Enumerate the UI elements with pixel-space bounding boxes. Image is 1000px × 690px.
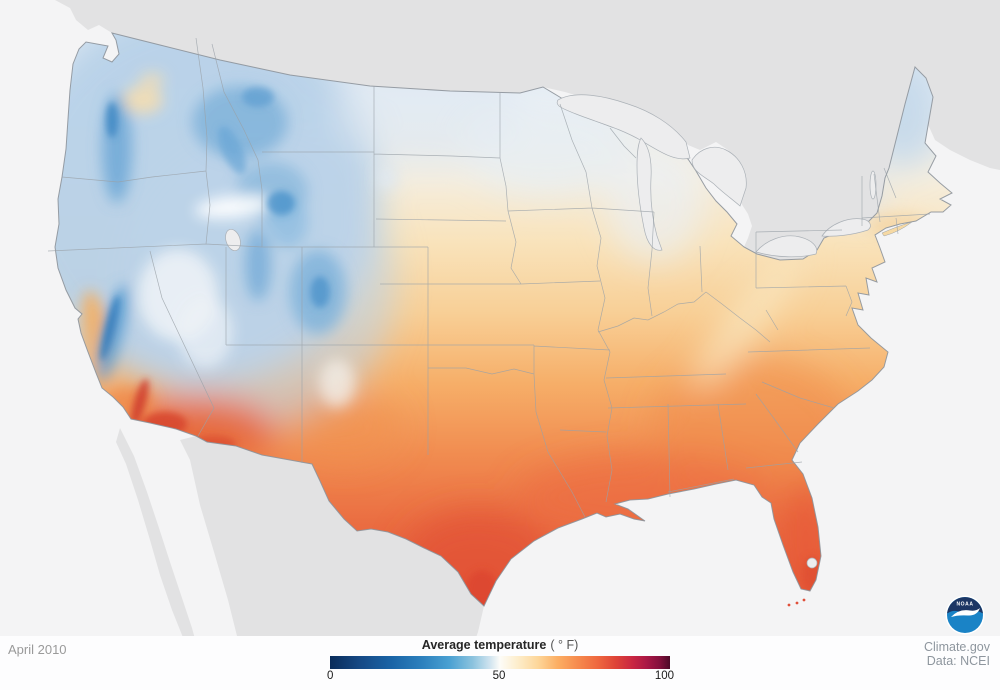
us-temperature-map <box>0 0 1000 637</box>
lake-ontario <box>821 218 871 237</box>
lake-huron <box>691 146 747 207</box>
attribution-source: Climate.gov <box>924 640 990 654</box>
date-label: April 2010 <box>8 642 67 657</box>
state-borders <box>47 37 931 518</box>
legend-tick-min: 0 <box>327 670 334 682</box>
noaa-logo: NOAA <box>945 595 985 635</box>
temperature-legend: Average temperature( ° F) 0 50 100 <box>327 638 674 684</box>
legend-ticks: 0 50 100 <box>327 670 674 684</box>
legend-unit: ( ° F) <box>550 638 579 652</box>
great-lakes <box>225 94 877 569</box>
noaa-logo-bird <box>951 608 980 617</box>
noaa-logo-text: NOAA <box>956 602 973 608</box>
legend-colorbar <box>330 656 670 669</box>
legend-tick-max: 100 <box>654 670 674 682</box>
legend-title: Average temperature( ° F) <box>330 638 670 652</box>
baja-peninsula <box>116 428 195 637</box>
lake-okeechobee <box>806 557 818 569</box>
lake-superior <box>556 94 691 160</box>
legend-title-text: Average temperature <box>421 638 547 652</box>
florida-keys <box>787 598 806 607</box>
canada-region <box>0 0 1000 260</box>
mexico-region <box>180 436 484 637</box>
lake-erie <box>755 235 818 258</box>
long-island <box>881 221 913 237</box>
attribution-data: Data: NCEI <box>926 654 990 668</box>
legend-tick-mid: 50 <box>492 670 506 682</box>
footer: April 2010 Average temperature( ° F) 0 5… <box>0 636 1000 690</box>
attribution: Climate.gov Data: NCEI <box>924 640 990 668</box>
